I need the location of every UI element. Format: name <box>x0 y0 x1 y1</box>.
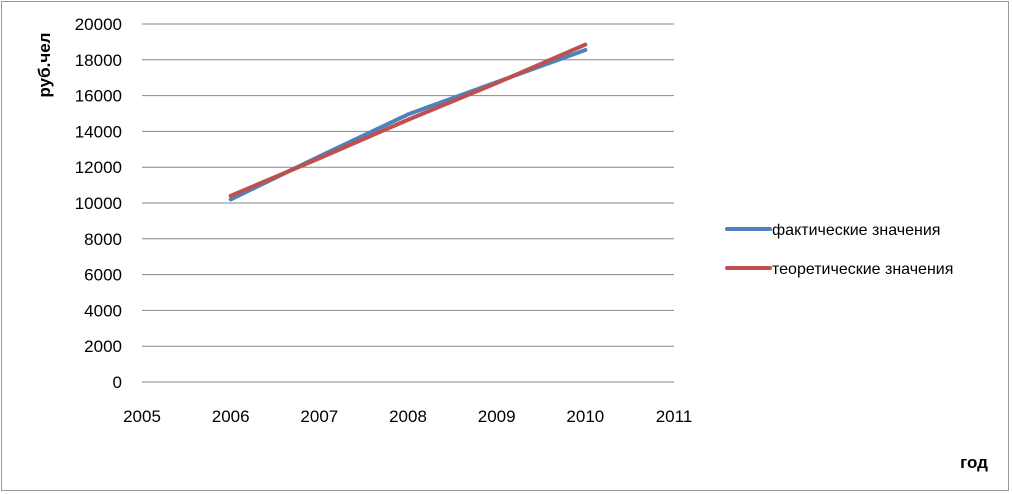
y-tick-label: 0 <box>113 373 122 392</box>
y-tick-label: 14000 <box>75 122 122 141</box>
series-line-2 <box>228 42 588 198</box>
y-tick-label: 16000 <box>75 87 122 106</box>
y-axis-ticks: 0 2000 4000 6000 8000 10000 12000 14000 16000 180… <box>75 15 122 392</box>
y-tick-label: 4000 <box>84 301 122 320</box>
x-tick-label: 2005 <box>123 407 161 426</box>
legend-label-1: фактические значения <box>772 222 940 239</box>
series-lines <box>228 42 588 202</box>
x-tick-label: 2006 <box>212 407 250 426</box>
legend: фактические значения теоретические значен… <box>725 222 953 278</box>
x-tick-label: 2008 <box>389 407 427 426</box>
legend-label-2: теоретические значения <box>772 261 953 278</box>
x-axis-ticks: 2005 2006 2007 2008 2009 2010 2011 <box>123 407 692 426</box>
y-tick-label: 6000 <box>84 266 122 285</box>
y-tick-label: 10000 <box>75 194 122 213</box>
x-tick-label: 2010 <box>566 407 604 426</box>
x-tick-label: 2011 <box>656 407 693 426</box>
y-tick-label: 18000 <box>75 51 122 70</box>
y-tick-label: 2000 <box>84 337 122 356</box>
gridlines <box>142 23 674 383</box>
x-tick-label: 2007 <box>300 407 338 426</box>
x-tick-label: 2009 <box>478 407 516 426</box>
x-axis-title: год <box>960 453 988 472</box>
y-tick-label: 8000 <box>84 230 122 249</box>
y-tick-label: 12000 <box>75 158 122 177</box>
series-line-1 <box>228 47 588 202</box>
y-tick-label: 20000 <box>75 15 122 34</box>
y-axis-title: руб.чел <box>35 33 54 98</box>
